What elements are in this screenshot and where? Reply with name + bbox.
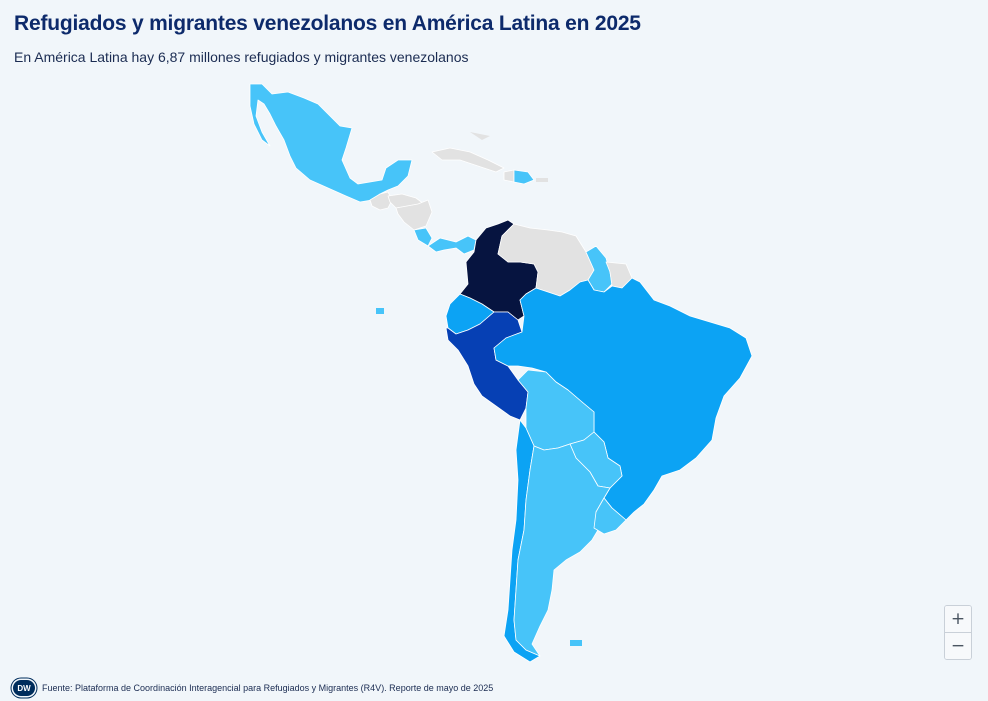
source-note: Fuente: Plataforma de Coordinación Inter… [42, 683, 494, 693]
zoom-out-button[interactable]: − [945, 633, 971, 659]
zoom-in-button[interactable]: + [945, 606, 971, 632]
country-guyana[interactable]: Guyana [585, 245, 613, 293]
country-argentina[interactable]: Argentina [513, 443, 611, 657]
island-shape [570, 640, 582, 646]
country-méxico[interactable]: México [249, 83, 413, 203]
country-cuba[interactable]: Cuba [431, 147, 505, 173]
country-costa-rica[interactable]: Costa Rica [413, 227, 433, 247]
page-title: Refugiados y migrantes venezolanos en Am… [14, 12, 641, 35]
island-shape [376, 308, 384, 314]
country-nicaragua[interactable]: Nicaragua [395, 199, 433, 231]
zoom-divider [945, 632, 971, 633]
country-guatemala[interactable]: Guatemala [369, 191, 393, 211]
country-haití[interactable]: Haití [503, 169, 515, 183]
country-panamá[interactable]: Panamá [427, 235, 477, 255]
island-shape [536, 178, 548, 182]
island-shape [470, 132, 490, 140]
dw-logo-icon: DW [13, 680, 35, 696]
country-uruguay[interactable]: Uruguay [593, 497, 627, 535]
zoom-control: + − [944, 605, 972, 660]
footer: DW Fuente: Plataforma de Coordinación In… [13, 679, 493, 697]
country-república-dominicana[interactable]: República Dominicana [513, 169, 535, 185]
page-subtitle: En América Latina hay 6,87 millones refu… [14, 49, 469, 65]
